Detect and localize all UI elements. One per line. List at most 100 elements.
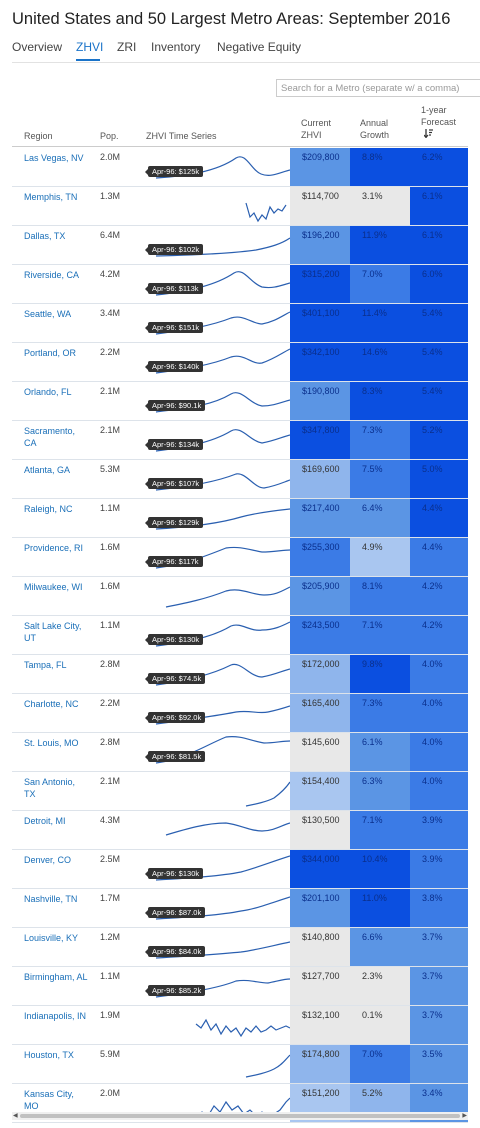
region-link[interactable]: San Antonio, TX <box>24 777 76 799</box>
region-link[interactable]: Memphis, TN <box>24 192 78 202</box>
sort-descending-icon[interactable] <box>424 128 434 138</box>
zhvi-sparkline[interactable] <box>146 811 291 850</box>
region-link[interactable]: Riverside, CA <box>24 270 80 280</box>
region-link[interactable]: Sacramento, CA <box>24 426 76 448</box>
zhvi-sparkline[interactable] <box>146 577 291 616</box>
zhvi-sparkline[interactable]: Apr-96: $140k <box>144 343 291 382</box>
zhvi-sparkline[interactable]: Apr-96: $129k <box>144 499 291 538</box>
table-row[interactable]: Houston, TX 5.9M $174,800 7.0% 3.5% <box>12 1045 468 1084</box>
row-divider <box>12 459 468 460</box>
table-row[interactable]: Tampa, FL 2.8M Apr-96: $74.5k $172,000 9.8% 4… <box>12 655 468 694</box>
tab-negative-equity[interactable]: Negative Equity <box>217 40 302 54</box>
table-row[interactable]: Salt Lake City, UT 1.1M Apr-96: $130k $243,… <box>12 616 468 655</box>
table-row[interactable]: Detroit, MI 4.3M $130,500 7.1% 3.9% <box>12 811 468 850</box>
table-row[interactable]: Atlanta, GA 5.3M Apr-96: $107k $169,600 7.5%… <box>12 460 468 499</box>
table-row[interactable]: Louisville, KY 1.2M Apr-96: $84.0k $140,800… <box>12 928 468 967</box>
row-divider <box>12 693 468 694</box>
region-link[interactable]: Portland, OR <box>24 348 77 358</box>
population-value: 1.6M <box>100 542 121 552</box>
region-link[interactable]: Raleigh, NC <box>24 504 73 514</box>
table-row[interactable]: Providence, RI 1.6M Apr-96: $117k $255,300 4… <box>12 538 468 577</box>
zhvi-sparkline[interactable]: Apr-96: $113k <box>145 265 291 304</box>
region-link[interactable]: Providence, RI <box>24 543 84 553</box>
zhvi-sparkline[interactable]: Apr-96: $134k <box>144 421 291 460</box>
region-link[interactable]: Birmingham, AL <box>24 972 88 982</box>
tab-zhvi[interactable]: ZHVI <box>76 40 104 54</box>
zhvi-sparkline[interactable]: Apr-96: $117k <box>145 538 291 577</box>
table-row[interactable]: Nashville, TN 1.7M Apr-96: $87.0k $201,100 1… <box>12 889 468 928</box>
region-link[interactable]: Indianapolis, IN <box>24 1011 87 1021</box>
region-link[interactable]: St. Louis, MO <box>24 738 79 748</box>
zhvi-sparkline[interactable]: Apr-96: $107k <box>144 460 291 499</box>
zhvi-sparkline[interactable] <box>146 1045 291 1084</box>
region-link[interactable]: Orlando, FL <box>24 387 72 397</box>
table-row[interactable]: Denver, CO 2.5M Apr-96: $130k $344,000 10.4%… <box>12 850 468 889</box>
region-link[interactable]: Charlotte, NC <box>24 699 79 709</box>
table-row[interactable]: Las Vegas, NV 2.0M Apr-96: $125k $209,800 8.… <box>12 148 468 187</box>
table-row[interactable]: Indianapolis, IN 1.9M $132,100 0.1% 3.7% <box>12 1006 468 1045</box>
table-row[interactable]: Memphis, TN 1.3M $114,700 3.1% 6.1% <box>12 187 468 226</box>
zhvi-sparkline[interactable]: Apr-96: $92.0k <box>144 694 291 733</box>
horizontal-scrollbar[interactable]: ◀ ▶ <box>12 1112 468 1120</box>
region-link[interactable]: Las Vegas, NV <box>24 153 84 163</box>
zhvi-sparkline[interactable]: Apr-96: $130k <box>144 616 291 655</box>
growth-header[interactable]: Annual Growth <box>360 118 390 140</box>
row-divider <box>12 186 468 187</box>
zhvi-sparkline[interactable]: Apr-96: $74.5k <box>144 655 291 694</box>
region-link[interactable]: Denver, CO <box>24 855 72 865</box>
region-link[interactable]: Detroit, MI <box>24 816 66 826</box>
zhvi-header[interactable]: Current ZHVI <box>301 118 332 140</box>
zhvi-sparkline[interactable] <box>146 187 290 226</box>
zhvi-sparkline[interactable]: Apr-96: $90.1k <box>144 382 291 421</box>
tab-zri[interactable]: ZRI <box>117 40 137 54</box>
tab-overview[interactable]: Overview <box>12 40 63 54</box>
table-row[interactable]: Seattle, WA 3.4M Apr-96: $151k $401,100 11.4… <box>12 304 468 343</box>
row-divider <box>12 654 468 655</box>
region-link[interactable]: Milwaukee, WI <box>24 582 83 592</box>
region-link[interactable]: Salt Lake City, UT <box>24 621 82 643</box>
region-link[interactable]: Houston, TX <box>24 1050 74 1060</box>
zhvi-sparkline[interactable]: Apr-96: $151k <box>144 304 291 343</box>
zhvi-sparkline[interactable]: Apr-96: $130k <box>144 850 291 889</box>
row-divider <box>12 888 468 889</box>
region-link[interactable]: Nashville, TN <box>24 894 78 904</box>
annual-growth-cell: 8.1% <box>350 577 410 615</box>
table-row[interactable]: Orlando, FL 2.1M Apr-96: $90.1k $190,800 8.3… <box>12 382 468 421</box>
table-row[interactable]: Milwaukee, WI 1.6M $205,900 8.1% 4.2% <box>12 577 468 616</box>
table-row[interactable]: Sacramento, CA 2.1M Apr-96: $134k $347,800 7… <box>12 421 468 460</box>
zhvi-sparkline[interactable]: Apr-96: $85.2k <box>144 967 291 1006</box>
table-row[interactable]: St. Louis, MO 2.8M Apr-96: $81.5k $145,600 6… <box>12 733 468 772</box>
scroll-left-icon[interactable]: ◀ <box>13 1113 18 1119</box>
region-link[interactable]: Tampa, FL <box>24 660 67 670</box>
population-value: 2.2M <box>100 698 121 708</box>
zhvi-sparkline[interactable]: Apr-96: $125k <box>144 148 291 187</box>
table-row[interactable]: San Antonio, TX 2.1M $154,400 6.3% 4.0% <box>12 772 468 811</box>
zhvi-sparkline[interactable]: Apr-96: $81.5k <box>144 733 291 772</box>
scrollbar-thumb[interactable] <box>20 1114 460 1118</box>
forecast-header[interactable]: 1-year Forecast <box>421 105 457 127</box>
region-link[interactable]: Louisville, KY <box>24 933 79 943</box>
sparkline-start-tag: Apr-96: $102k <box>144 244 204 255</box>
table-row[interactable]: Birmingham, AL 1.1M Apr-96: $85.2k $127,700… <box>12 967 468 1006</box>
table-row[interactable]: Dallas, TX 6.4M Apr-96: $102k $196,200 11.9%… <box>12 226 468 265</box>
region-link[interactable]: Seattle, WA <box>24 309 72 319</box>
table-row[interactable]: Charlotte, NC 2.2M Apr-96: $92.0k $165,400 7… <box>12 694 468 733</box>
table-row[interactable]: Riverside, CA 4.2M Apr-96: $113k $315,200 7.… <box>12 265 468 304</box>
region-link[interactable]: Atlanta, GA <box>24 465 71 475</box>
tab-inventory[interactable]: Inventory <box>151 40 201 54</box>
zhvi-sparkline[interactable] <box>146 772 291 811</box>
population-value: 5.9M <box>100 1049 121 1059</box>
region-link[interactable]: Dallas, TX <box>24 231 66 241</box>
annual-growth-cell: 8.8% <box>350 148 410 186</box>
scroll-right-icon[interactable]: ▶ <box>462 1113 467 1119</box>
table-row[interactable]: Raleigh, NC 1.1M Apr-96: $129k $217,400 6.4%… <box>12 499 468 538</box>
table-row[interactable]: Portland, OR 2.2M Apr-96: $140k $342,100 14.… <box>12 343 468 382</box>
zhvi-sparkline[interactable] <box>146 1006 291 1045</box>
zhvi-sparkline[interactable]: Apr-96: $84.0k <box>144 928 291 967</box>
region-link[interactable]: Kansas City, MO <box>24 1089 74 1111</box>
zhvi-sparkline[interactable]: Apr-96: $87.0k <box>144 889 291 928</box>
region-header[interactable]: Region <box>24 131 53 141</box>
pop-header[interactable]: Pop. <box>100 131 119 141</box>
metro-search-input[interactable] <box>276 79 480 97</box>
zhvi-sparkline[interactable]: Apr-96: $102k <box>144 226 291 265</box>
